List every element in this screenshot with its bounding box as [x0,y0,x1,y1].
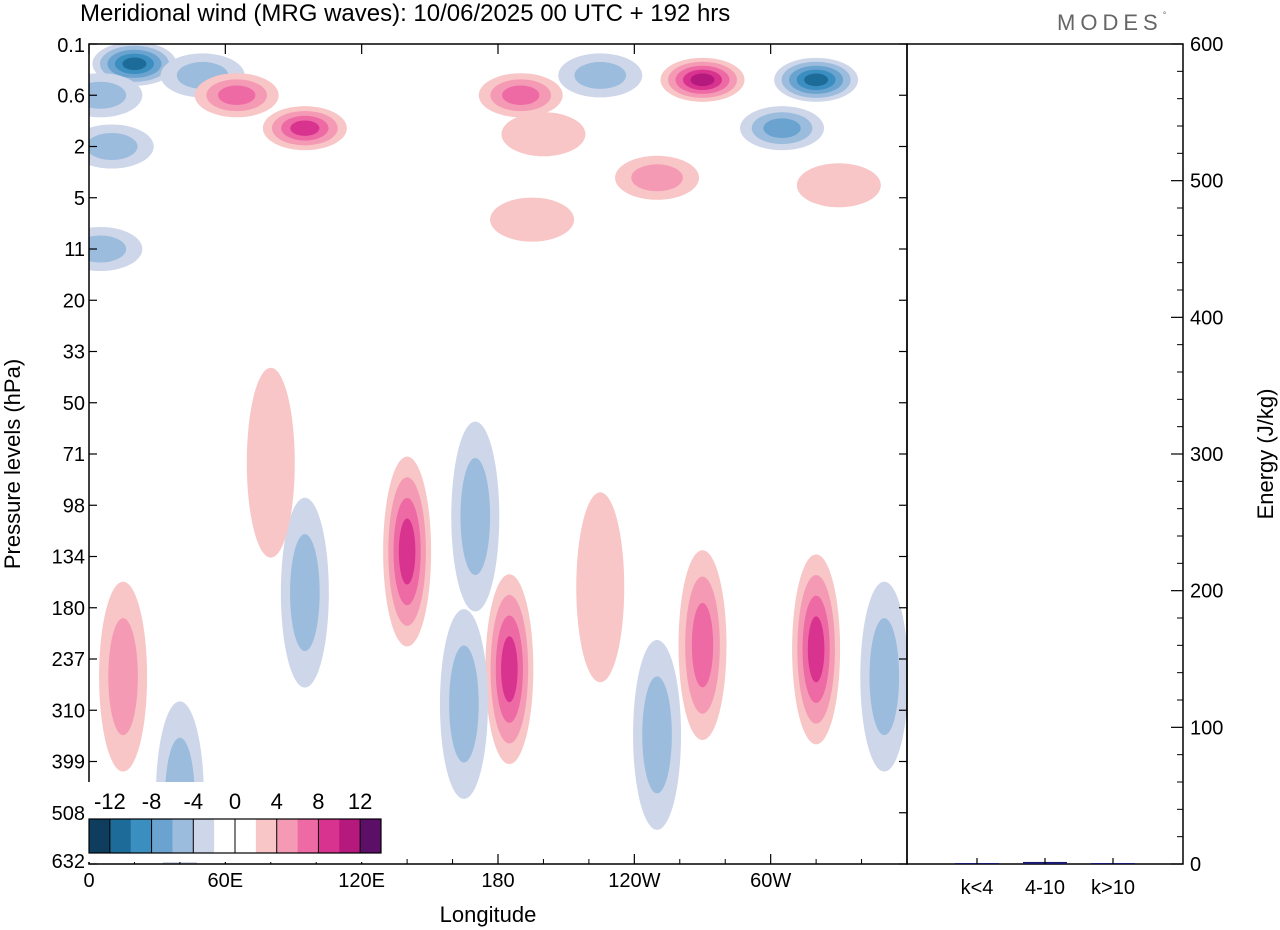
pressure-tick-label: 98 [63,495,85,517]
colorbar-swatch [130,819,152,853]
pressure-tick-label: 50 [63,393,85,415]
colorbar-swatch [89,819,111,853]
energy-category-label: k>10 [1091,877,1135,899]
energy-axis-title: Energy (J/kg) [1253,389,1278,520]
brand-logo: MODES° [1057,10,1166,36]
energy-tick-label: 200 [1190,581,1223,603]
contour-feature-18 [290,534,320,652]
colorbar-swatch [339,819,361,853]
pressure-tick-label: 632 [52,851,85,873]
colorbar-label: -12 [94,789,126,814]
longitude-tick-label: 180 [481,870,514,892]
pressure-tick-label: 5 [74,188,85,210]
contour-feature-5 [217,85,256,106]
contour-feature-3 [89,133,138,160]
longitude-tick-label: 120E [338,870,385,892]
contour-feature-19 [501,636,518,703]
heatmap-contours [89,44,907,864]
chart-title: Meridional wind (MRG waves): 10/06/2025 … [80,0,731,27]
contour-feature-28 [246,367,295,558]
colorbar-swatch [235,819,257,853]
pressure-tick-label: 20 [63,290,85,312]
contour-feature-15 [796,163,881,208]
colorbar: -12 -8 -4 0 4 8 12 [86,782,384,862]
colorbar-swatch [151,819,173,853]
x-axis-title: Longitude [440,902,537,927]
contour-feature-17 [398,518,416,585]
energy-tick-label: 0 [1190,854,1201,876]
pressure-tick-label: 310 [52,700,85,722]
longitude-tick-label: 60E [208,870,244,892]
contour-feature-23 [691,602,714,688]
contour-feature-8 [501,112,586,157]
energy-bars: k<4 4-10 k>10 [955,858,1135,899]
colorbar-label: 8 [312,789,324,814]
pressure-tick-label: 134 [52,547,85,569]
y-axis-title: Pressure levels (hPa) [0,359,25,569]
energy-tick-label: 300 [1190,444,1223,466]
pressure-tick-label: 237 [52,649,85,671]
contour-feature-12 [804,73,829,87]
colorbar-swatch [297,819,319,853]
contour-feature-10 [574,61,627,89]
colorbar-swatch [193,819,215,853]
contour-feature-16 [460,458,491,576]
pressure-tick-label: 508 [52,803,85,825]
pressure-tick-label: 11 [64,239,85,261]
brand-name: MODES [1057,10,1163,35]
longitude-tick-label: 120W [608,870,660,892]
contour-feature-22 [108,618,138,736]
colorbar-swatch [214,819,236,853]
contour-feature-24 [642,676,672,794]
energy-frame [906,43,1184,865]
pressure-tick-label: 0.1 [57,35,85,57]
pressure-tick-label: 0.6 [57,85,85,107]
energy-tick-label: 400 [1190,307,1223,329]
energy-tick-label: 600 [1190,34,1223,56]
colorbar-label: 4 [271,789,283,814]
contour-feature-9 [490,197,575,242]
colorbar-swatch [318,819,340,853]
brand-mark: ° [1162,10,1167,20]
colorbar-label: 12 [348,789,372,814]
colorbar-swatch [109,819,132,853]
colorbar-label: -8 [142,789,162,814]
contour-feature-25 [807,616,825,683]
colorbar-swatch [255,819,278,853]
energy-tick-label: 500 [1190,171,1223,193]
contour-feature-20 [449,645,479,763]
contour-feature-26 [869,618,900,736]
contour-feature-0 [122,57,147,71]
colorbar-swatch [276,819,298,853]
colorbar-label: -4 [184,789,204,814]
longitude-tick-label: 60W [750,870,791,892]
contour-feature-14 [631,164,683,192]
colorbar-label: 0 [229,789,241,814]
contour-feature-6 [290,120,320,136]
pressure-tick-label: 399 [52,752,85,774]
contour-feature-11 [690,73,715,87]
colorbar-swatch [172,819,194,853]
energy-category-label: 4-10 [1025,877,1065,899]
contour-feature-4 [89,235,127,263]
pressure-tick-label: 71 [63,444,85,466]
longitude-tick-label: 0 [83,870,94,892]
pressure-tick-label: 180 [52,598,85,620]
contour-feature-2 [89,81,127,109]
pressure-tick-label: 2 [74,137,85,159]
energy-tick-label: 100 [1190,717,1223,739]
pressure-tick-label: 33 [63,342,85,364]
contour-feature-13 [763,118,801,138]
colorbar-swatch [360,819,382,853]
contour-feature-7 [502,85,540,106]
energy-category-label: k<4 [961,877,994,899]
axes: 0.1 0.6 2 5 11 20 33 50 71 98 134 180 237 310 399 508 63… [0,34,1278,927]
contour-feature-27 [576,492,625,683]
